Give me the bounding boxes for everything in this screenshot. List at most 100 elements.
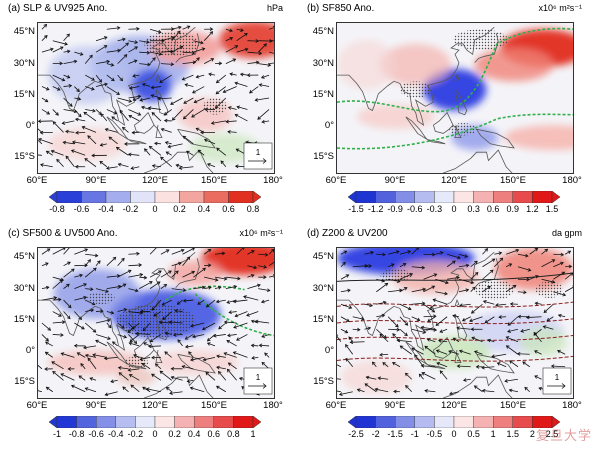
lat-label: 15°N (312, 88, 334, 100)
colorbar-tick-label: -0.6 (73, 204, 90, 214)
wind-vectors (38, 248, 274, 397)
map-plot: 1 (37, 247, 275, 399)
lon-label: 150°E (201, 400, 227, 411)
anomaly-region (116, 368, 156, 386)
lat-label: 0° (25, 120, 35, 132)
colorbar (347, 415, 561, 429)
colorbar-tick-label: 0.4 (187, 429, 201, 439)
colorbar-tick-label: 2.5 (545, 429, 559, 439)
wind-vectors (337, 248, 573, 396)
colorbar-tick-label: 0.6 (486, 204, 500, 214)
panel-title: (a) SLP & UV925 Ano. (8, 3, 108, 14)
lon-label: 180° (562, 175, 582, 186)
lon-label: 90°E (85, 175, 107, 186)
lon-label: 90°E (384, 400, 406, 411)
colorbar-tick-label: 0.8 (246, 204, 260, 214)
anomaly-shading (337, 29, 573, 151)
anomaly-region (47, 127, 127, 161)
colorbar-tick-label: 0 (451, 429, 457, 439)
colorbar-tick-label: 0.2 (168, 429, 181, 439)
panel-title: (d) Z200 & UV200 (307, 228, 388, 239)
colorbar (347, 190, 561, 204)
map-panel: (b) SF850 Ano. x10⁶ m²s⁻¹ 45°N 30°N 15°N 0° 15… (299, 0, 598, 225)
lon-label: 120°E (142, 400, 168, 411)
colorbar-tick-label: -0.8 (49, 204, 65, 214)
significance-stipple (380, 268, 564, 301)
lat-label: 15°N (13, 313, 35, 325)
lon-label: 150°E (500, 400, 526, 411)
colorbar-tick-label: -1.5 (387, 429, 403, 439)
colorbar-tick-label: -0.3 (426, 204, 443, 214)
lat-label: 30°N (312, 57, 334, 69)
colorbar-tick-label: 0.6 (222, 204, 235, 214)
lat-label: 15°S (313, 151, 334, 163)
colorbar-tick-label: 0.8 (227, 429, 240, 439)
colorbar-tick-label: 0 (451, 204, 457, 214)
anomaly-region (340, 360, 412, 394)
lon-label: 180° (263, 400, 283, 411)
lat-label: 15°N (312, 313, 334, 325)
map-svg: 1 (38, 23, 274, 173)
lon-label: 150°E (500, 175, 526, 186)
panel-unit: da gpm (551, 228, 582, 238)
watermark-logo: 复旦大学 (535, 429, 592, 444)
significance-stipple (144, 31, 227, 115)
lat-label: 0° (324, 120, 334, 132)
lat-label: 45°N (312, 26, 334, 38)
lon-label: 90°E (85, 400, 107, 411)
reference-vector: 1 (243, 142, 273, 170)
colorbar-tick-label: 1.5 (506, 429, 520, 439)
lon-label: 120°E (441, 400, 467, 411)
wind-vectors (38, 23, 274, 170)
lat-label: 15°S (313, 376, 334, 388)
lon-label: 180° (263, 175, 283, 186)
lon-label: 150°E (201, 175, 227, 186)
colorbar-tick-label: 0.9 (506, 204, 520, 214)
anomaly-region (494, 248, 573, 290)
colorbar-tick-label: -2.5 (348, 429, 364, 439)
colorbar-tick-label: 2 (529, 429, 535, 439)
anomaly-region (218, 23, 274, 59)
colorbar-tick-label: 1 (250, 429, 256, 439)
colorbar-tick-label: -0.6 (407, 204, 423, 214)
green-contour (165, 285, 274, 337)
anomaly-region (519, 327, 568, 357)
lon-label: 60°E (26, 175, 48, 186)
lon-label: 180° (562, 400, 582, 411)
map-panel: (c) SF500 & UV500 Ano. x10⁶ m²s⁻¹ 1 45°N 30°… (0, 225, 299, 450)
lon-label: 120°E (441, 175, 467, 186)
map-panel: (d) Z200 & UV200 da gpm 1 45°N 30°N 15°N 0° 15°… (299, 225, 598, 450)
colorbar (48, 415, 262, 429)
green-contour (337, 27, 573, 150)
panel-unit: hPa (266, 3, 283, 13)
anomaly-region (474, 48, 554, 82)
reference-vector-label: 1 (256, 148, 261, 157)
anomaly-region (337, 39, 396, 90)
lat-label: 0° (25, 345, 35, 357)
panel-unit: x10⁶ m²s⁻¹ (239, 228, 283, 238)
colorbar-tick-label: -1.2 (367, 204, 384, 214)
colorbar-tick-label: -0.2 (122, 204, 139, 214)
lat-label: 45°N (13, 251, 35, 263)
map-svg: 1 (38, 248, 274, 398)
panel-unit: x10⁶ m²s⁻¹ (538, 3, 582, 13)
lon-label: 60°E (325, 175, 347, 186)
colorbar-tick-label: -1 (410, 429, 419, 439)
colorbar-tick-label: -0.5 (426, 429, 443, 439)
colorbar-tick-label: 0.3 (467, 204, 480, 214)
colorbar-tick-label: -1 (52, 429, 61, 439)
map-svg (337, 26, 573, 173)
lon-label: 60°E (26, 400, 48, 411)
map-plot: 1 (336, 247, 574, 399)
colorbar-tick-label: 0.2 (173, 204, 186, 214)
colorbar-tick-label: 0.6 (207, 429, 221, 439)
lat-label: 30°N (13, 57, 35, 69)
colorbar-tick-label: 0.4 (197, 204, 211, 214)
anomaly-region (356, 104, 436, 130)
lon-label: 60°E (325, 400, 347, 411)
panel-title: (b) SF850 Ano. (307, 3, 375, 14)
colorbar-tick-label: -0.2 (127, 429, 144, 439)
lat-label: 15°S (14, 376, 35, 388)
lat-label: 45°N (13, 26, 35, 38)
colorbar (48, 190, 262, 204)
